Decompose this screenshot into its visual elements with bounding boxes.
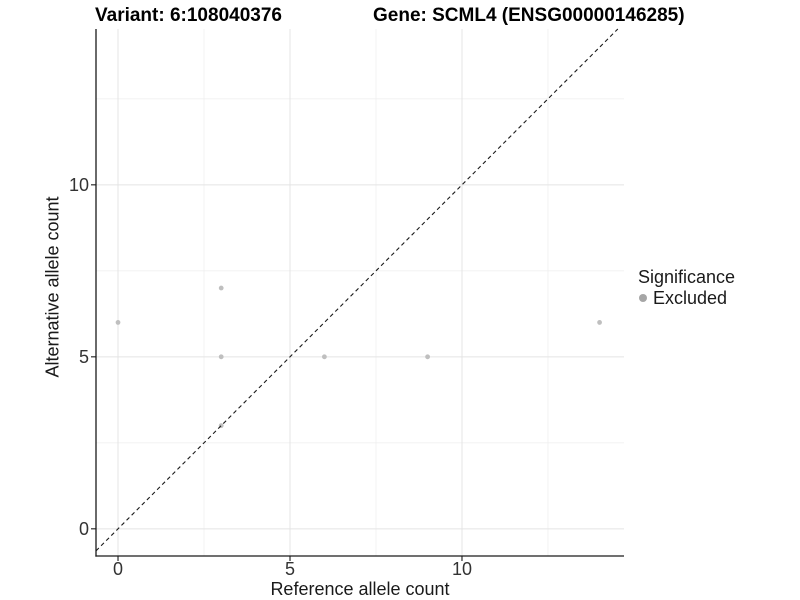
x-tick-label: 10: [451, 559, 472, 579]
x-axis-title: Reference allele count: [270, 579, 450, 599]
x-tick-label: 5: [284, 559, 295, 579]
legend-entry-excluded: Excluded: [638, 288, 735, 308]
data-point: [597, 320, 602, 325]
x-tick-label: 0: [112, 559, 123, 579]
y-tick-label: 5: [78, 346, 89, 367]
identity-dashed-line: [95, 28, 619, 552]
data-point: [218, 285, 224, 291]
data-point: [115, 320, 121, 325]
data-point: [425, 354, 430, 360]
data-point: [218, 354, 224, 360]
legend-marker-circle-icon: [639, 294, 647, 302]
legend-entry-label: Excluded: [653, 288, 728, 308]
y-tick-label: 0: [78, 518, 89, 539]
y-tick-label: 10: [68, 174, 89, 195]
legend: Significance Excluded: [638, 266, 735, 308]
legend-title: Significance: [638, 267, 736, 287]
data-point: [321, 354, 327, 360]
y-axis-title: Alternative allele count: [42, 196, 63, 378]
plot-title-variant: Variant: 6:108040376: [95, 5, 282, 26]
plot-title-gene: Gene: SCML4 (ENSG00000146285): [373, 5, 685, 26]
